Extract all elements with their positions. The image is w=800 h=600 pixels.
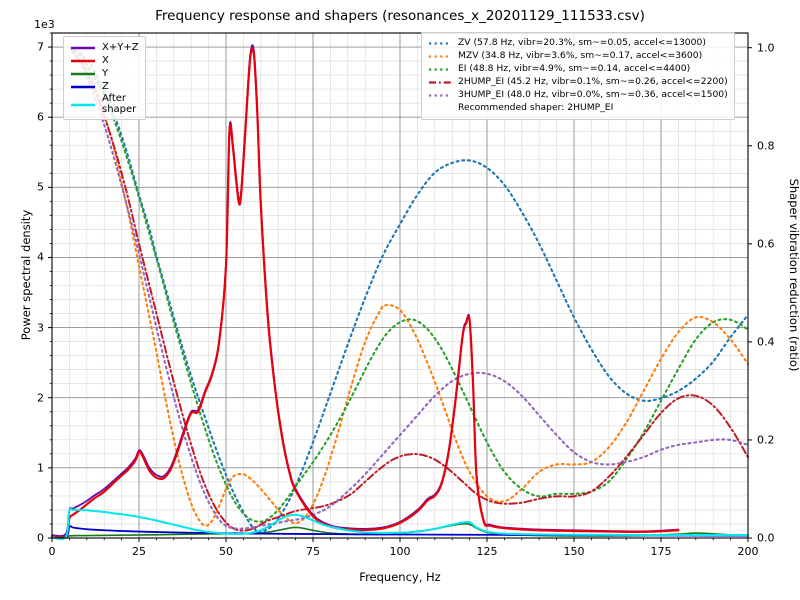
x-tick-label: 150 [563, 545, 585, 558]
x-tick-label: 175 [650, 545, 672, 558]
y-tick-label-left: 3 [37, 321, 44, 335]
y-tick-label-left: 6 [37, 110, 44, 124]
legend-line-icon [70, 42, 96, 54]
legend-line-icon [428, 38, 452, 49]
legend-line-icon [428, 77, 452, 88]
legend-label-shaper: EI (48.8 Hz, vibr=4.9%, sm~=0.14, accel<… [458, 63, 691, 75]
legend-item-psd: After shaper [70, 93, 139, 115]
y-axis-label-right: Shaper vibration reduction (ratio) [787, 178, 800, 372]
y-tick-label-right: 0.6 [757, 237, 775, 251]
legend-item-shaper: ZV (57.8 Hz, vibr=20.3%, sm~=0.05, accel… [428, 37, 728, 50]
legend-psd: X+Y+Z X Y Z After shaper [63, 36, 146, 121]
legend-label-shaper: 2HUMP_EI (45.2 Hz, vibr=0.1%, sm~=0.26, … [458, 76, 728, 88]
y-tick-label-left: 5 [37, 180, 44, 194]
legend-item-shaper: MZV (34.8 Hz, vibr=3.6%, sm~=0.17, accel… [428, 50, 728, 63]
y-axis-label-left: Power spectral density [19, 209, 33, 341]
legend-label-psd: X [102, 54, 109, 66]
y-tick-label-left: 7 [37, 40, 44, 54]
shaper-curve-2hump_ei [68, 46, 749, 532]
legend-label-psd: X+Y+Z [102, 41, 139, 53]
legend-label-psd: After shaper [102, 93, 137, 116]
legend-line-icon [428, 64, 452, 75]
legend-item-shaper: 3HUMP_EI (48.0 Hz, vibr=0.0%, sm~=0.36, … [428, 89, 728, 102]
y-tick-label-left: 0 [37, 531, 44, 545]
psd-curve-after-shaper [51, 507, 749, 540]
legend-item-shaper: 2HUMP_EI (45.2 Hz, vibr=0.1%, sm~=0.26, … [428, 76, 728, 89]
legend-label-shaper: 3HUMP_EI (48.0 Hz, vibr=0.0%, sm~=0.36, … [458, 89, 728, 101]
y-tick-label-right: 1.0 [757, 41, 775, 55]
x-tick-label: 200 [737, 545, 759, 558]
shaper-curve-ei [68, 46, 750, 523]
legend-shapers: ZV (57.8 Hz, vibr=20.3%, sm~=0.05, accel… [421, 32, 735, 120]
legend-line-icon [70, 55, 96, 67]
x-tick-label: 125 [476, 545, 498, 558]
legend-item-psd: Y [70, 67, 139, 80]
legend-item-psd: Z [70, 80, 139, 93]
x-tick-label: 50 [219, 545, 233, 558]
legend-item-psd: X+Y+Z [70, 41, 139, 54]
x-axis-label: Frequency, Hz [359, 570, 441, 584]
legend-line-icon [428, 90, 452, 101]
legend-line-icon [70, 68, 96, 80]
page-title: Frequency response and shapers (resonanc… [155, 8, 645, 24]
legend-item-shaper: EI (48.8 Hz, vibr=4.9%, sm~=0.14, accel<… [428, 63, 728, 76]
y-tick-label-right: 0.2 [757, 433, 775, 447]
y-axis-multiplier: 1e3 [34, 18, 55, 31]
y-tick-label-left: 4 [37, 250, 44, 264]
legend-label-shaper: MZV (34.8 Hz, vibr=3.6%, sm~=0.17, accel… [458, 50, 703, 62]
shaper-curve-3hump_ei [68, 46, 750, 530]
legend-label-psd: Z [102, 80, 109, 92]
legend-line-icon [70, 81, 96, 93]
x-tick-label: 0 [48, 545, 56, 558]
psd-curve-x [50, 47, 680, 539]
recommended-shaper-label: Recommended shaper: 2HUMP_EI [458, 102, 614, 114]
x-tick-label: 25 [132, 545, 146, 558]
y-tick-label-left: 2 [37, 391, 44, 405]
y-tick-label-right: 0.0 [757, 531, 775, 545]
legend-label-psd: Y [102, 67, 109, 79]
x-tick-label: 75 [306, 545, 320, 558]
legend-item-psd: X [70, 54, 139, 67]
shaper-curve-mzv [68, 46, 750, 527]
legend-line-icon [70, 99, 96, 111]
recommended-shaper-note: Recommended shaper: 2HUMP_EI [428, 102, 728, 115]
x-tick-label: 100 [389, 545, 411, 558]
y-tick-label-right: 0.4 [757, 335, 775, 349]
y-tick-label-left: 1 [37, 461, 44, 475]
legend-label-shaper: ZV (57.8 Hz, vibr=20.3%, sm~=0.05, accel… [458, 37, 706, 49]
y-tick-label-right: 0.8 [757, 139, 775, 153]
legend-line-icon [428, 51, 452, 62]
